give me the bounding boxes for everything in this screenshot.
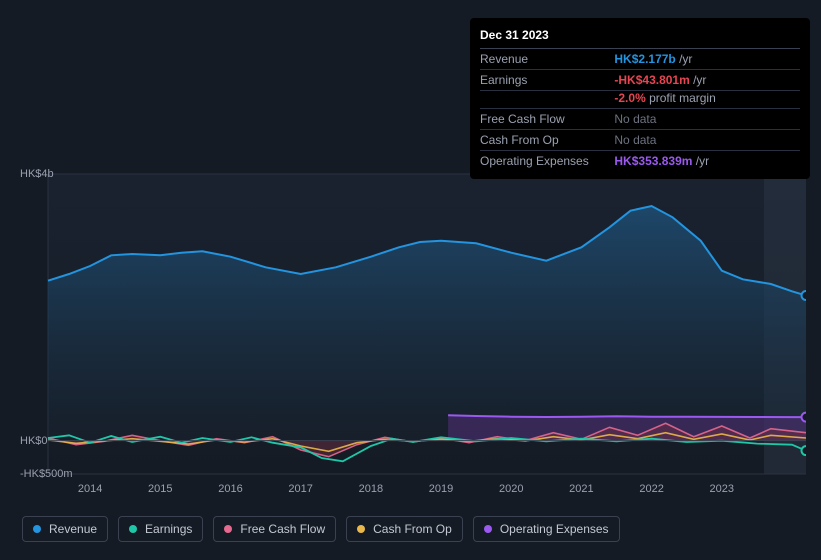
legend-item-cashop[interactable]: Cash From Op — [346, 516, 463, 542]
legend-item-earnings[interactable]: Earnings — [118, 516, 203, 542]
tooltip-row-label: Operating Expenses — [480, 151, 614, 172]
legend-label: Revenue — [49, 522, 97, 536]
tooltip-row-value: No data — [614, 130, 800, 151]
legend-dot-icon — [357, 525, 365, 533]
tooltip-row-value: No data — [614, 109, 800, 130]
x-axis-label: 2022 — [639, 483, 663, 495]
x-axis-label: 2020 — [499, 483, 523, 495]
legend-label: Operating Expenses — [500, 522, 609, 536]
legend-dot-icon — [33, 525, 41, 533]
x-axis-label: 2015 — [148, 483, 172, 495]
y-axis-label: HK$4b — [20, 168, 54, 180]
chart-svg[interactable] — [18, 160, 806, 480]
legend-item-opexp[interactable]: Operating Expenses — [473, 516, 620, 542]
x-axis-label: 2016 — [218, 483, 242, 495]
legend-dot-icon — [484, 525, 492, 533]
tooltip-row-label: Revenue — [480, 49, 614, 70]
legend-item-revenue[interactable]: Revenue — [22, 516, 108, 542]
legend-label: Cash From Op — [373, 522, 452, 536]
tooltip-table: RevenueHK$2.177b /yrEarnings-HK$43.801m … — [480, 49, 800, 171]
legend-dot-icon — [224, 525, 232, 533]
tooltip-panel: Dec 31 2023 RevenueHK$2.177b /yrEarnings… — [470, 18, 810, 179]
legend: Revenue Earnings Free Cash Flow Cash From O… — [22, 516, 620, 542]
chart-area — [18, 160, 806, 480]
tooltip-row-label: Free Cash Flow — [480, 109, 614, 130]
tooltip-row-label: Earnings — [480, 70, 614, 91]
tooltip-row-label: Cash From Op — [480, 130, 614, 151]
x-axis-label: 2018 — [359, 483, 383, 495]
x-axis-label: 2021 — [569, 483, 593, 495]
legend-label: Free Cash Flow — [240, 522, 325, 536]
legend-dot-icon — [129, 525, 137, 533]
tooltip-row-value: HK$2.177b /yr — [614, 49, 800, 70]
x-axis-label: 2014 — [78, 483, 102, 495]
x-axis-labels: 2014 2015 2016 2017 2018 2019 2020 2021 2022 2023 — [18, 483, 806, 499]
tooltip-row-value: -HK$43.801m /yr — [614, 70, 800, 91]
y-axis-label: HK$0 — [20, 435, 48, 447]
x-axis-label: 2017 — [288, 483, 312, 495]
tooltip-date: Dec 31 2023 — [480, 24, 800, 49]
legend-label: Earnings — [145, 522, 192, 536]
y-axis-label: -HK$500m — [20, 468, 73, 480]
tooltip-row-value: HK$353.839m /yr — [614, 151, 800, 172]
x-axis-label: 2023 — [710, 483, 734, 495]
legend-item-fcf[interactable]: Free Cash Flow — [213, 516, 336, 542]
x-axis-label: 2019 — [429, 483, 453, 495]
